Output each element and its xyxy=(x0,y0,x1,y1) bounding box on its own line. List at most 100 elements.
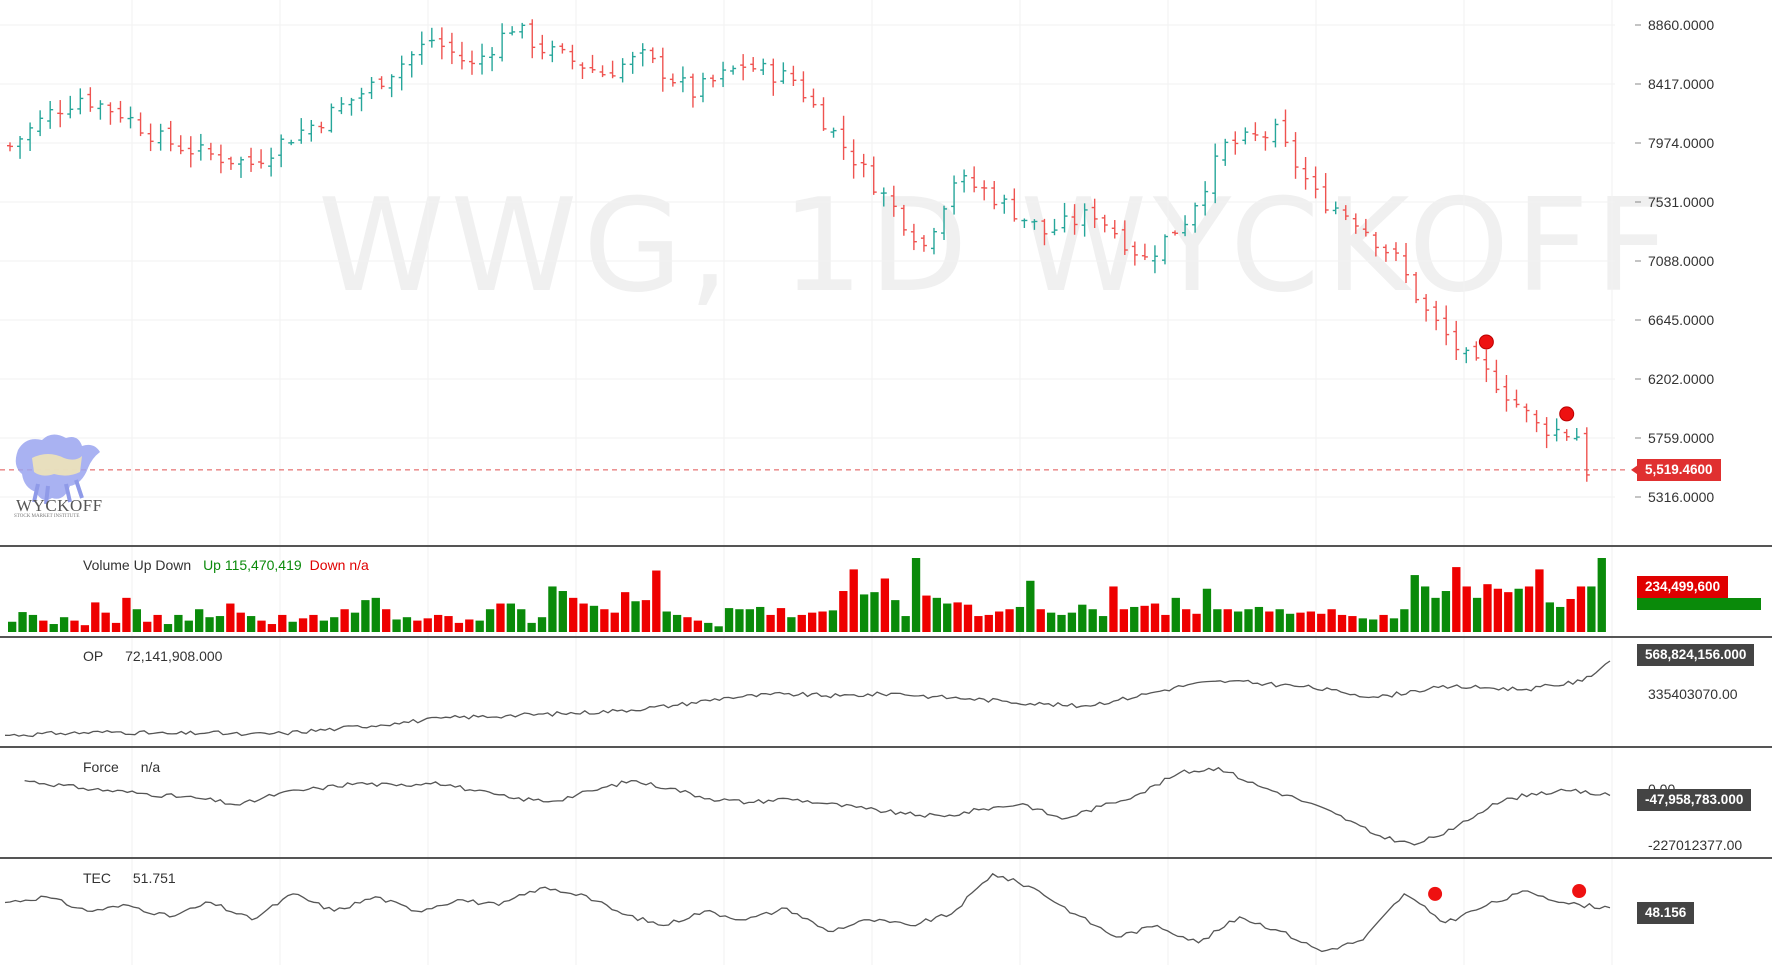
volume-bar xyxy=(475,620,484,632)
price-axis-label: 6202.0000 xyxy=(1648,371,1715,387)
volume-bar xyxy=(922,595,931,632)
volume-bar xyxy=(465,619,474,632)
volume-bar xyxy=(672,614,682,632)
volume-bar xyxy=(153,614,162,632)
volume-bar xyxy=(901,616,910,632)
volume-bar xyxy=(236,612,245,632)
volume-bar xyxy=(309,614,318,632)
volume-bar xyxy=(1514,588,1523,632)
volume-bar xyxy=(340,609,349,632)
volume-bar xyxy=(1244,609,1253,632)
op-axis-tick: 335403070.00 xyxy=(1648,686,1738,702)
price-axis-label: 8860.0000 xyxy=(1648,17,1715,33)
price-axis-label: 8417.0000 xyxy=(1648,76,1715,92)
volume-bar xyxy=(454,622,464,632)
volume-bar xyxy=(1545,602,1554,632)
volume-bar xyxy=(600,609,609,632)
volume-bar xyxy=(1576,586,1586,632)
volume-bar xyxy=(1202,588,1212,632)
volume-bar xyxy=(350,612,360,632)
volume-bar xyxy=(839,591,848,632)
volume-bar xyxy=(1556,606,1565,632)
volume-bar xyxy=(1597,558,1606,632)
volume-bar xyxy=(631,601,640,632)
volume-bar xyxy=(1410,575,1419,632)
volume-bar xyxy=(1182,609,1191,632)
volume-bar xyxy=(1431,597,1440,632)
volume-bar xyxy=(496,603,505,632)
price-axis-label: 7088.0000 xyxy=(1648,253,1715,269)
volume-bar xyxy=(1327,609,1336,632)
volume-bar xyxy=(548,586,557,632)
price-axis-label: 7531.0000 xyxy=(1648,194,1715,210)
op-panel-divider[interactable] xyxy=(0,636,1772,638)
volume-bar xyxy=(8,621,17,632)
tec-line xyxy=(4,872,1611,953)
force-legend[interactable]: Force n/a xyxy=(83,759,168,775)
force-last-tag: -47,958,783.000 xyxy=(1637,789,1752,811)
volume-bar xyxy=(1587,586,1596,632)
volume-bar xyxy=(1400,609,1409,632)
volume-panel-divider[interactable] xyxy=(0,545,1772,547)
volume-bar xyxy=(1566,598,1575,632)
volume-bar xyxy=(246,616,256,632)
volume-bar xyxy=(1130,606,1139,632)
volume-bar xyxy=(1420,586,1430,632)
volume-bar xyxy=(1493,588,1503,632)
volume-bar xyxy=(1213,609,1222,632)
volume-bar xyxy=(963,604,973,632)
op-legend[interactable]: OP 72,141,908.000 xyxy=(83,648,230,664)
tec-legend[interactable]: TEC 51.751 xyxy=(83,870,184,886)
volume-bar xyxy=(184,620,193,632)
volume-bar xyxy=(433,614,443,632)
volume-legend[interactable]: Volume Up Down Up 115,470,419 Down n/a xyxy=(83,557,377,573)
volume-bar xyxy=(1140,605,1149,632)
volume-bar xyxy=(1098,616,1108,632)
volume-bar xyxy=(797,614,806,632)
volume-bar xyxy=(122,597,131,632)
volume-bar xyxy=(1109,586,1118,632)
volume-bar xyxy=(1285,613,1295,632)
volume-bar xyxy=(485,609,495,632)
volume-bar xyxy=(330,617,339,632)
volume-bar xyxy=(1057,614,1066,632)
volume-bar xyxy=(1067,612,1077,632)
force-panel-divider[interactable] xyxy=(0,746,1772,748)
volume-bar xyxy=(849,569,858,632)
volume-bar xyxy=(91,602,100,632)
volume-bar xyxy=(652,570,661,632)
volume-bar xyxy=(413,620,422,632)
volume-bar xyxy=(1483,584,1492,632)
logo-text: WYCKOFF xyxy=(16,496,103,515)
volume-bar xyxy=(361,600,370,632)
tec-panel-divider[interactable] xyxy=(0,857,1772,859)
tec-signal-marker xyxy=(1428,886,1443,901)
volume-bar xyxy=(1119,609,1128,632)
op-value: 72,141,908.000 xyxy=(125,648,223,664)
force-axis-tick-min: -227012377.00 xyxy=(1648,837,1743,853)
volume-up-value: Up 115,470,419 xyxy=(203,557,302,573)
force-title: Force xyxy=(83,759,119,775)
volume-bar xyxy=(1026,580,1035,632)
price-axis-label: 7974.0000 xyxy=(1648,135,1715,151)
volume-bar xyxy=(828,610,838,632)
volume-bar xyxy=(756,606,765,632)
volume-bar xyxy=(1337,614,1347,632)
volume-bar xyxy=(1223,609,1232,632)
volume-bar xyxy=(870,592,879,632)
volume-bar xyxy=(1535,569,1544,632)
volume-bar xyxy=(1275,609,1284,632)
volume-bar xyxy=(215,616,225,632)
volume-bar xyxy=(80,625,90,632)
volume-bar xyxy=(163,624,173,632)
volume-bar xyxy=(1265,611,1274,632)
volume-bar xyxy=(579,603,588,632)
volume-bar xyxy=(288,621,297,632)
signal-marker xyxy=(1559,406,1575,422)
tec-signal-marker xyxy=(1572,884,1587,898)
volume-bar xyxy=(382,609,391,632)
volume-bar xyxy=(101,612,110,632)
volume-bar xyxy=(620,592,630,632)
